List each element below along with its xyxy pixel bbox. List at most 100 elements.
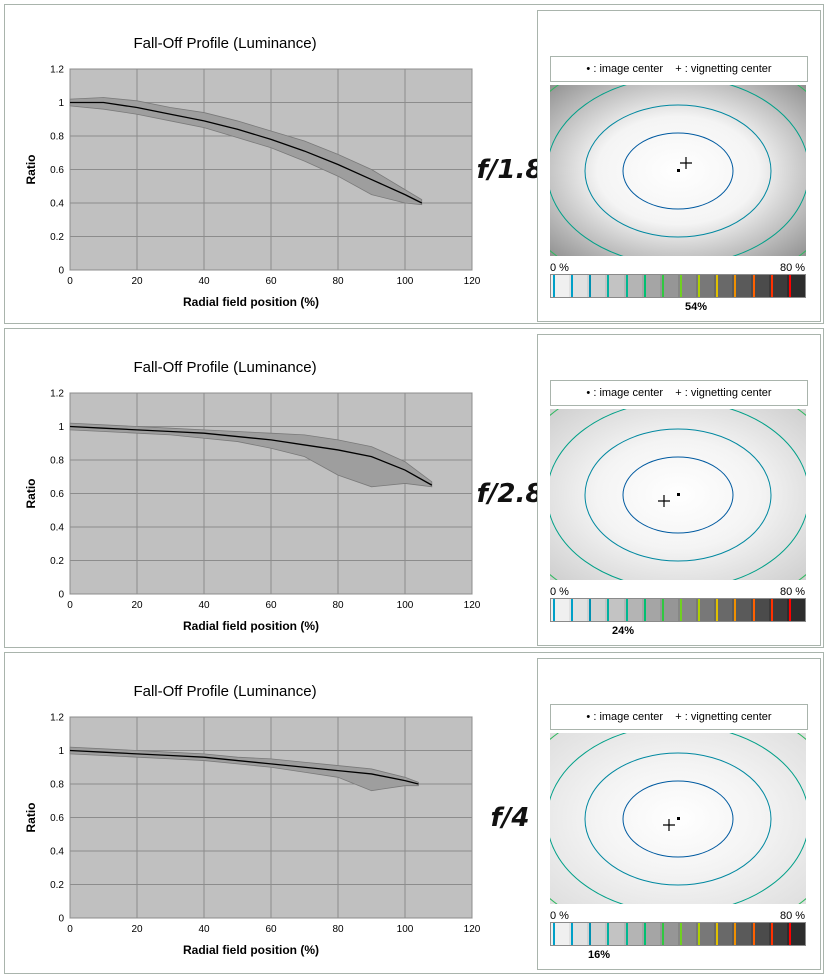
scale-segment	[551, 275, 570, 297]
contour-line	[584, 104, 772, 238]
y-tick-label: 0.4	[50, 199, 64, 210]
x-tick-label: 80	[332, 600, 344, 611]
falloff-chart: 0 20 40 60 80 100 120 0 0.2 0.4 0.6 0.8 1 1.2 Radial f…	[24, 389, 481, 634]
x-tick-label: 40	[198, 600, 210, 611]
x-axis-label: Radial field position (%)	[183, 943, 319, 957]
x-tick-label: 120	[464, 276, 481, 287]
scale-tick	[752, 599, 755, 621]
y-tick-label: 0.8	[50, 456, 64, 467]
y-tick-label: 1.2	[50, 713, 64, 724]
scale-segment	[786, 923, 805, 945]
scale-max-label: 80 %	[780, 586, 806, 598]
scale-segment	[750, 923, 769, 945]
falloff-chart: 0 20 40 60 80 100 120 0 0.2 0.4 0.6 0.8 1 1.2 Radial f…	[24, 65, 481, 310]
x-tick-label: 100	[397, 924, 414, 935]
vignetting-center-cross	[663, 819, 675, 831]
x-tick-label: 80	[332, 276, 344, 287]
mean-series-line	[69, 749, 419, 785]
scale-segment	[732, 275, 751, 297]
scale-segment	[659, 599, 678, 621]
map-legend: • : image center + : vignetting center	[550, 56, 808, 82]
scale-tick	[643, 923, 646, 945]
panel-f1-8: Fall-Off Profile (Luminance) 0 20 40 60 80 10…	[4, 4, 824, 324]
scale-segment	[587, 923, 606, 945]
scale-segment	[714, 923, 733, 945]
scale-segment	[623, 275, 642, 297]
y-tick-label: 0.8	[50, 132, 64, 143]
scale-segment	[732, 923, 751, 945]
aperture-label: f/4	[490, 803, 530, 833]
aperture-label: f/2.8	[476, 479, 544, 509]
scale-tick	[788, 275, 791, 297]
scale-tick	[752, 923, 755, 945]
scale-segment	[732, 599, 751, 621]
y-tick-label: 0.8	[50, 780, 64, 791]
scale-tick	[752, 275, 755, 297]
x-axis-label: Radial field position (%)	[183, 619, 319, 633]
map-legend: • : image center + : vignetting center	[550, 704, 808, 730]
scale-segment	[623, 599, 642, 621]
vignetting-map	[550, 733, 806, 904]
y-tick-label: 0.4	[50, 523, 64, 534]
scale-min-label: 0 %	[550, 910, 569, 922]
spread-band	[69, 97, 423, 206]
scale-segment	[714, 275, 733, 297]
map-legend: • : image center + : vignetting center	[550, 380, 808, 406]
color-scale-bar	[550, 274, 806, 298]
scale-segment	[551, 599, 570, 621]
x-tick-label: 0	[67, 924, 73, 935]
scale-tick	[607, 275, 610, 297]
contour-line	[622, 456, 734, 534]
scale-segment	[587, 275, 606, 297]
color-scale-bar	[550, 598, 806, 622]
scale-tick	[571, 275, 574, 297]
y-tick-label: 1.2	[50, 65, 64, 76]
mean-series-line	[69, 425, 433, 486]
vignetting-percent: 16%	[588, 949, 611, 961]
y-axis-label: Ratio	[24, 479, 38, 509]
y-tick-label: 1	[58, 746, 64, 757]
x-tick-label: 0	[67, 276, 73, 287]
scale-tick	[589, 923, 592, 945]
x-tick-label: 0	[67, 600, 73, 611]
scale-min-label: 0 %	[550, 262, 569, 274]
scale-segment	[696, 923, 715, 945]
vignetting-map	[550, 409, 806, 580]
image-center-dot	[677, 817, 680, 820]
scale-tick	[553, 599, 555, 621]
x-tick-label: 60	[265, 924, 277, 935]
scale-tick	[698, 599, 701, 621]
x-tick-label: 20	[131, 276, 143, 287]
scale-segment	[659, 923, 678, 945]
falloff-chart: 0 20 40 60 80 100 120 0 0.2 0.4 0.6 0.8 1 1.2 Radial f…	[24, 713, 481, 958]
scale-segment	[786, 599, 805, 621]
scale-tick	[788, 599, 791, 621]
scale-tick	[679, 923, 682, 945]
chart-title: Fall-Off Profile (Luminance)	[133, 35, 317, 52]
panel-f2-8: Fall-Off Profile (Luminance) 0 20 40 60 80 10…	[4, 328, 824, 648]
scale-tick	[734, 275, 737, 297]
scale-tick	[571, 599, 574, 621]
scale-tick	[698, 275, 701, 297]
scale-tick	[734, 599, 737, 621]
scale-tick	[698, 923, 701, 945]
scale-tick	[770, 599, 773, 621]
scale-segment	[641, 599, 660, 621]
scale-tick	[770, 275, 773, 297]
scale-tick	[625, 923, 628, 945]
scale-segment	[569, 275, 588, 297]
scale-segment	[768, 923, 787, 945]
contour-line	[622, 132, 734, 210]
scale-tick	[625, 599, 628, 621]
vignetting-percent: 24%	[612, 625, 635, 637]
scale-tick	[553, 275, 555, 297]
scale-segment	[641, 275, 660, 297]
chart-title: Fall-Off Profile (Luminance)	[133, 683, 317, 700]
x-tick-label: 120	[464, 924, 481, 935]
x-tick-label: 20	[131, 600, 143, 611]
x-tick-label: 100	[397, 600, 414, 611]
spread-band	[69, 422, 433, 488]
scale-segment	[605, 923, 624, 945]
scale-tick	[661, 923, 664, 945]
x-tick-label: 40	[198, 924, 210, 935]
